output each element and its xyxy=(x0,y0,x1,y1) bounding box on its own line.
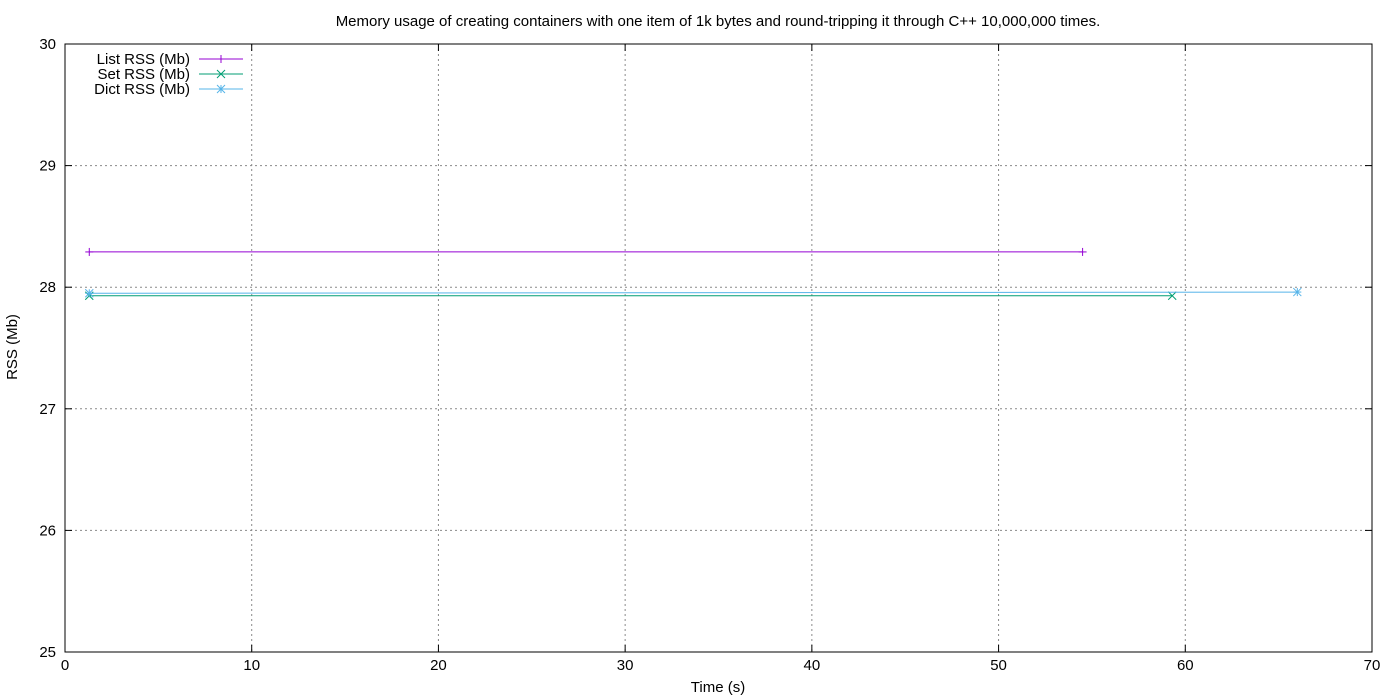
legend-marker-set-rss-mb xyxy=(216,69,226,79)
legend: List RSS (Mb)Set RSS (Mb)Dict RSS (Mb) xyxy=(94,51,243,98)
legend-label-list-rss-mb: List RSS (Mb) xyxy=(97,51,190,68)
axes: 0 10 20 30 40 50 60 70 25 26 27 28 29 30 xyxy=(39,36,1380,674)
legend-marker-dict-rss-mb xyxy=(216,84,226,94)
x-tick-label: 70 xyxy=(1364,657,1381,674)
legend-marker-list-rss-mb xyxy=(217,55,225,63)
x-tick-label: 30 xyxy=(617,657,634,674)
x-tick-label: 50 xyxy=(990,657,1007,674)
chart-title: Memory usage of creating containers with… xyxy=(336,13,1101,30)
y-tick-label: 28 xyxy=(39,279,56,296)
y-tick-label: 29 xyxy=(39,158,56,175)
x-axis-label: Time (s) xyxy=(691,679,745,696)
y-tick-label: 25 xyxy=(39,644,56,661)
x-tick-label: 10 xyxy=(243,657,260,674)
y-tick-label: 26 xyxy=(39,522,56,539)
x-tick-label: 0 xyxy=(61,657,69,674)
x-tick-label: 60 xyxy=(1177,657,1194,674)
series-line-dict-rss-mb xyxy=(89,291,1298,294)
legend-label-dict-rss-mb: Dict RSS (Mb) xyxy=(94,81,190,98)
x-tick-label: 20 xyxy=(430,657,447,674)
gridlines xyxy=(65,44,1372,652)
data-point-list-rss-mb xyxy=(85,247,94,256)
data-point-dict-rss-mb xyxy=(1292,287,1302,297)
x-tick-label: 40 xyxy=(804,657,821,674)
y-tick-label: 27 xyxy=(39,401,56,418)
data-point-dict-rss-mb xyxy=(84,288,94,298)
plot-frame xyxy=(64,43,1373,653)
y-axis-label: RSS (Mb) xyxy=(4,314,21,380)
series xyxy=(84,247,1302,301)
data-point-list-rss-mb xyxy=(1078,247,1087,256)
y-tick-label: 30 xyxy=(39,36,56,53)
legend-label-set-rss-mb: Set RSS (Mb) xyxy=(97,66,190,83)
data-point-set-rss-mb xyxy=(1167,291,1177,301)
